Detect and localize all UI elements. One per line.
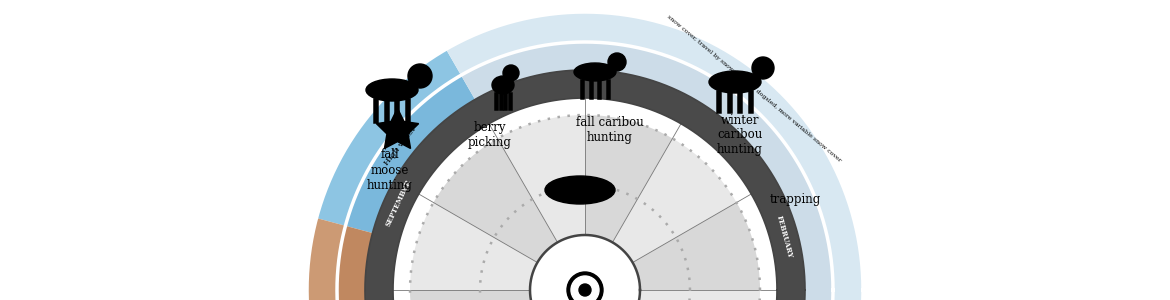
Ellipse shape	[709, 71, 760, 93]
Text: FEBRUARY: FEBRUARY	[775, 214, 793, 259]
Text: snow cover, travel by snowmachine, dogsled, more variable snow cover: snow cover, travel by snowmachine, dogsl…	[666, 14, 842, 163]
Text: fall
moose
hunting: fall moose hunting	[367, 148, 413, 191]
Ellipse shape	[574, 63, 615, 81]
Ellipse shape	[545, 176, 615, 204]
Circle shape	[571, 276, 599, 300]
Ellipse shape	[493, 76, 514, 94]
Wedge shape	[316, 49, 461, 226]
Circle shape	[579, 284, 591, 296]
Wedge shape	[410, 202, 537, 290]
Text: trapping: trapping	[770, 194, 820, 206]
Wedge shape	[337, 226, 510, 300]
Wedge shape	[633, 202, 760, 290]
Wedge shape	[497, 115, 585, 242]
Wedge shape	[345, 75, 475, 233]
Wedge shape	[365, 70, 805, 300]
Wedge shape	[461, 42, 833, 300]
Wedge shape	[585, 115, 673, 242]
Text: winter
caribou
hunting: winter caribou hunting	[717, 113, 763, 157]
Wedge shape	[633, 290, 760, 300]
Wedge shape	[410, 290, 537, 300]
Circle shape	[567, 272, 603, 300]
Circle shape	[503, 65, 519, 81]
Circle shape	[752, 57, 775, 79]
Text: High water: High water	[383, 125, 419, 167]
Wedge shape	[307, 218, 501, 300]
Wedge shape	[433, 138, 557, 262]
Ellipse shape	[366, 79, 418, 101]
Text: SEPTEMBER: SEPTEMBER	[384, 178, 413, 228]
Wedge shape	[446, 12, 863, 300]
Text: fall caribou
hunting: fall caribou hunting	[576, 116, 644, 144]
Circle shape	[408, 64, 432, 88]
Wedge shape	[613, 138, 737, 262]
Text: berry
picking: berry picking	[468, 121, 512, 149]
Circle shape	[608, 53, 626, 71]
